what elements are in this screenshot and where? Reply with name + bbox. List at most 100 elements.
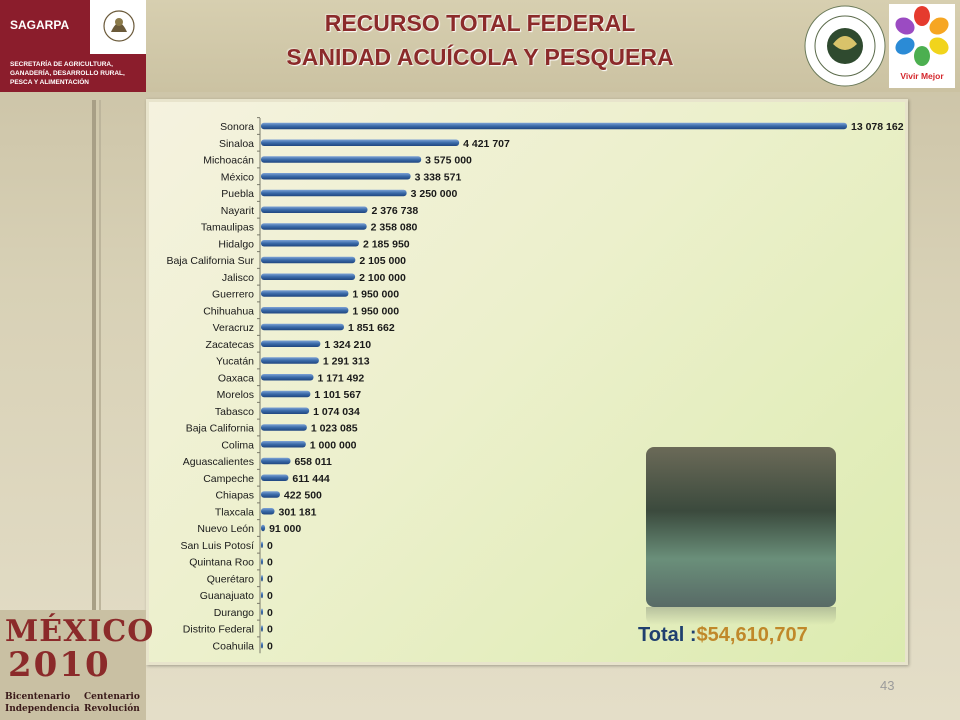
category-label: Yucatán — [216, 356, 254, 368]
data-label: 1 950 000 — [352, 289, 399, 301]
category-label: Nayarit — [221, 205, 254, 217]
data-label: 4 421 707 — [463, 138, 510, 150]
data-label: 0 — [267, 624, 273, 636]
independencia-label: Independencia — [5, 704, 80, 714]
bicentenario-label: Bicentenario — [5, 692, 71, 702]
data-label: 0 — [267, 573, 273, 585]
category-label: Guerrero — [212, 289, 254, 301]
bar — [261, 122, 847, 130]
bar — [261, 642, 263, 649]
bar — [261, 273, 356, 280]
category-label: México — [221, 171, 254, 183]
bar-chart: Sonora 13 078 162 Sinaloa 4 421 707 Michoacá… — [166, 117, 904, 654]
total-value: $54,610,707 — [696, 624, 808, 646]
data-label: 2 105 000 — [359, 255, 406, 267]
senasica-logo-icon — [804, 5, 886, 87]
bar — [261, 424, 307, 431]
category-label: Tlaxcala — [215, 506, 254, 518]
bar — [261, 591, 263, 599]
data-label: 3 338 571 — [415, 171, 462, 183]
category-label: Hidalgo — [218, 238, 254, 250]
header-bar — [0, 0, 960, 92]
category-label: Zacatecas — [206, 339, 254, 351]
category-label: Jalisco — [222, 272, 254, 284]
data-label: 1 851 662 — [348, 322, 395, 334]
data-label: 1 291 313 — [323, 356, 370, 368]
data-label: 2 185 950 — [363, 238, 410, 250]
data-label: 0 — [267, 590, 273, 602]
category-label: Guanajuato — [200, 590, 254, 602]
bar — [261, 625, 263, 632]
decorative-stripe — [92, 100, 96, 610]
category-label: Tabasco — [215, 406, 254, 418]
category-label: Morelos — [217, 389, 254, 401]
mexico-seal-icon — [103, 10, 135, 42]
data-label: 1 000 000 — [310, 439, 357, 451]
bar — [261, 323, 344, 331]
data-label: 2 376 738 — [371, 205, 418, 217]
data-label: 0 — [267, 557, 273, 569]
data-label: 301 181 — [278, 506, 316, 518]
revolucion-label: Revolución — [84, 704, 140, 714]
bar — [261, 608, 263, 615]
bar — [261, 156, 422, 163]
data-label: 0 — [267, 640, 273, 652]
category-label: Durango — [214, 607, 254, 619]
category-label: Coahuila — [213, 640, 255, 652]
page-title-line1: RECURSO TOTAL FEDERAL — [324, 10, 636, 36]
bar — [261, 575, 263, 582]
bar — [261, 290, 349, 297]
category-label: Colima — [221, 439, 254, 451]
data-label: 422 500 — [284, 490, 322, 502]
bar — [261, 139, 460, 146]
category-label: Aguascalientes — [183, 456, 254, 468]
data-label: 1 171 492 — [317, 372, 364, 384]
bar — [261, 173, 411, 180]
total-amount: Total :$54,610,707 — [638, 624, 808, 647]
bar — [261, 491, 280, 498]
bar — [261, 541, 263, 548]
category-label: Veracruz — [213, 322, 254, 334]
page-number: 43 — [880, 678, 895, 693]
category-label: Chiapas — [215, 490, 254, 502]
vivir-mejor-flower-icon — [895, 6, 949, 66]
category-label: Sonora — [220, 121, 254, 133]
category-label: Tamaulipas — [201, 222, 254, 234]
category-label: Chihuahua — [203, 305, 254, 317]
bar — [261, 457, 291, 465]
data-label: 2 358 080 — [371, 222, 418, 234]
data-label: 1 324 210 — [324, 339, 371, 351]
category-label: Distrito Federal — [183, 624, 254, 636]
data-label: 658 011 — [294, 456, 332, 468]
bar — [261, 524, 266, 532]
bar — [261, 508, 275, 515]
centenario-label: Centenario — [84, 692, 140, 702]
data-label: 611 444 — [292, 473, 330, 485]
secretaria-name: SECRETARÍA DE AGRICULTURA, GANADERÍA, DE… — [10, 61, 125, 86]
bar — [261, 407, 310, 414]
data-label: 13 078 162 — [851, 121, 904, 133]
data-label: 3 575 000 — [425, 155, 472, 167]
data-label: 0 — [267, 540, 273, 552]
category-label: Sinaloa — [219, 138, 254, 150]
category-label: Oaxaca — [218, 372, 254, 384]
data-label: 1 023 085 — [311, 423, 358, 435]
mexico-2010-logo-block — [0, 610, 146, 720]
bar — [261, 307, 349, 314]
category-label: Michoacán — [203, 155, 254, 167]
mexico-logo-text: MÉXICO — [5, 614, 155, 649]
decorative-stripe-thin — [99, 100, 101, 610]
data-label: 91 000 — [269, 523, 301, 535]
data-label: 1 101 567 — [314, 389, 361, 401]
category-label: Baja California — [186, 423, 254, 435]
data-label: 1 950 000 — [352, 305, 399, 317]
bar — [261, 374, 314, 381]
bar — [261, 340, 321, 347]
category-label: Quintana Roo — [189, 557, 254, 569]
bar — [261, 357, 319, 364]
category-label: Querétaro — [207, 573, 254, 585]
category-label: Baja California Sur — [166, 255, 254, 267]
bar — [261, 189, 407, 197]
data-label: 1 074 034 — [313, 406, 360, 418]
total-label: Total : — [638, 624, 697, 646]
